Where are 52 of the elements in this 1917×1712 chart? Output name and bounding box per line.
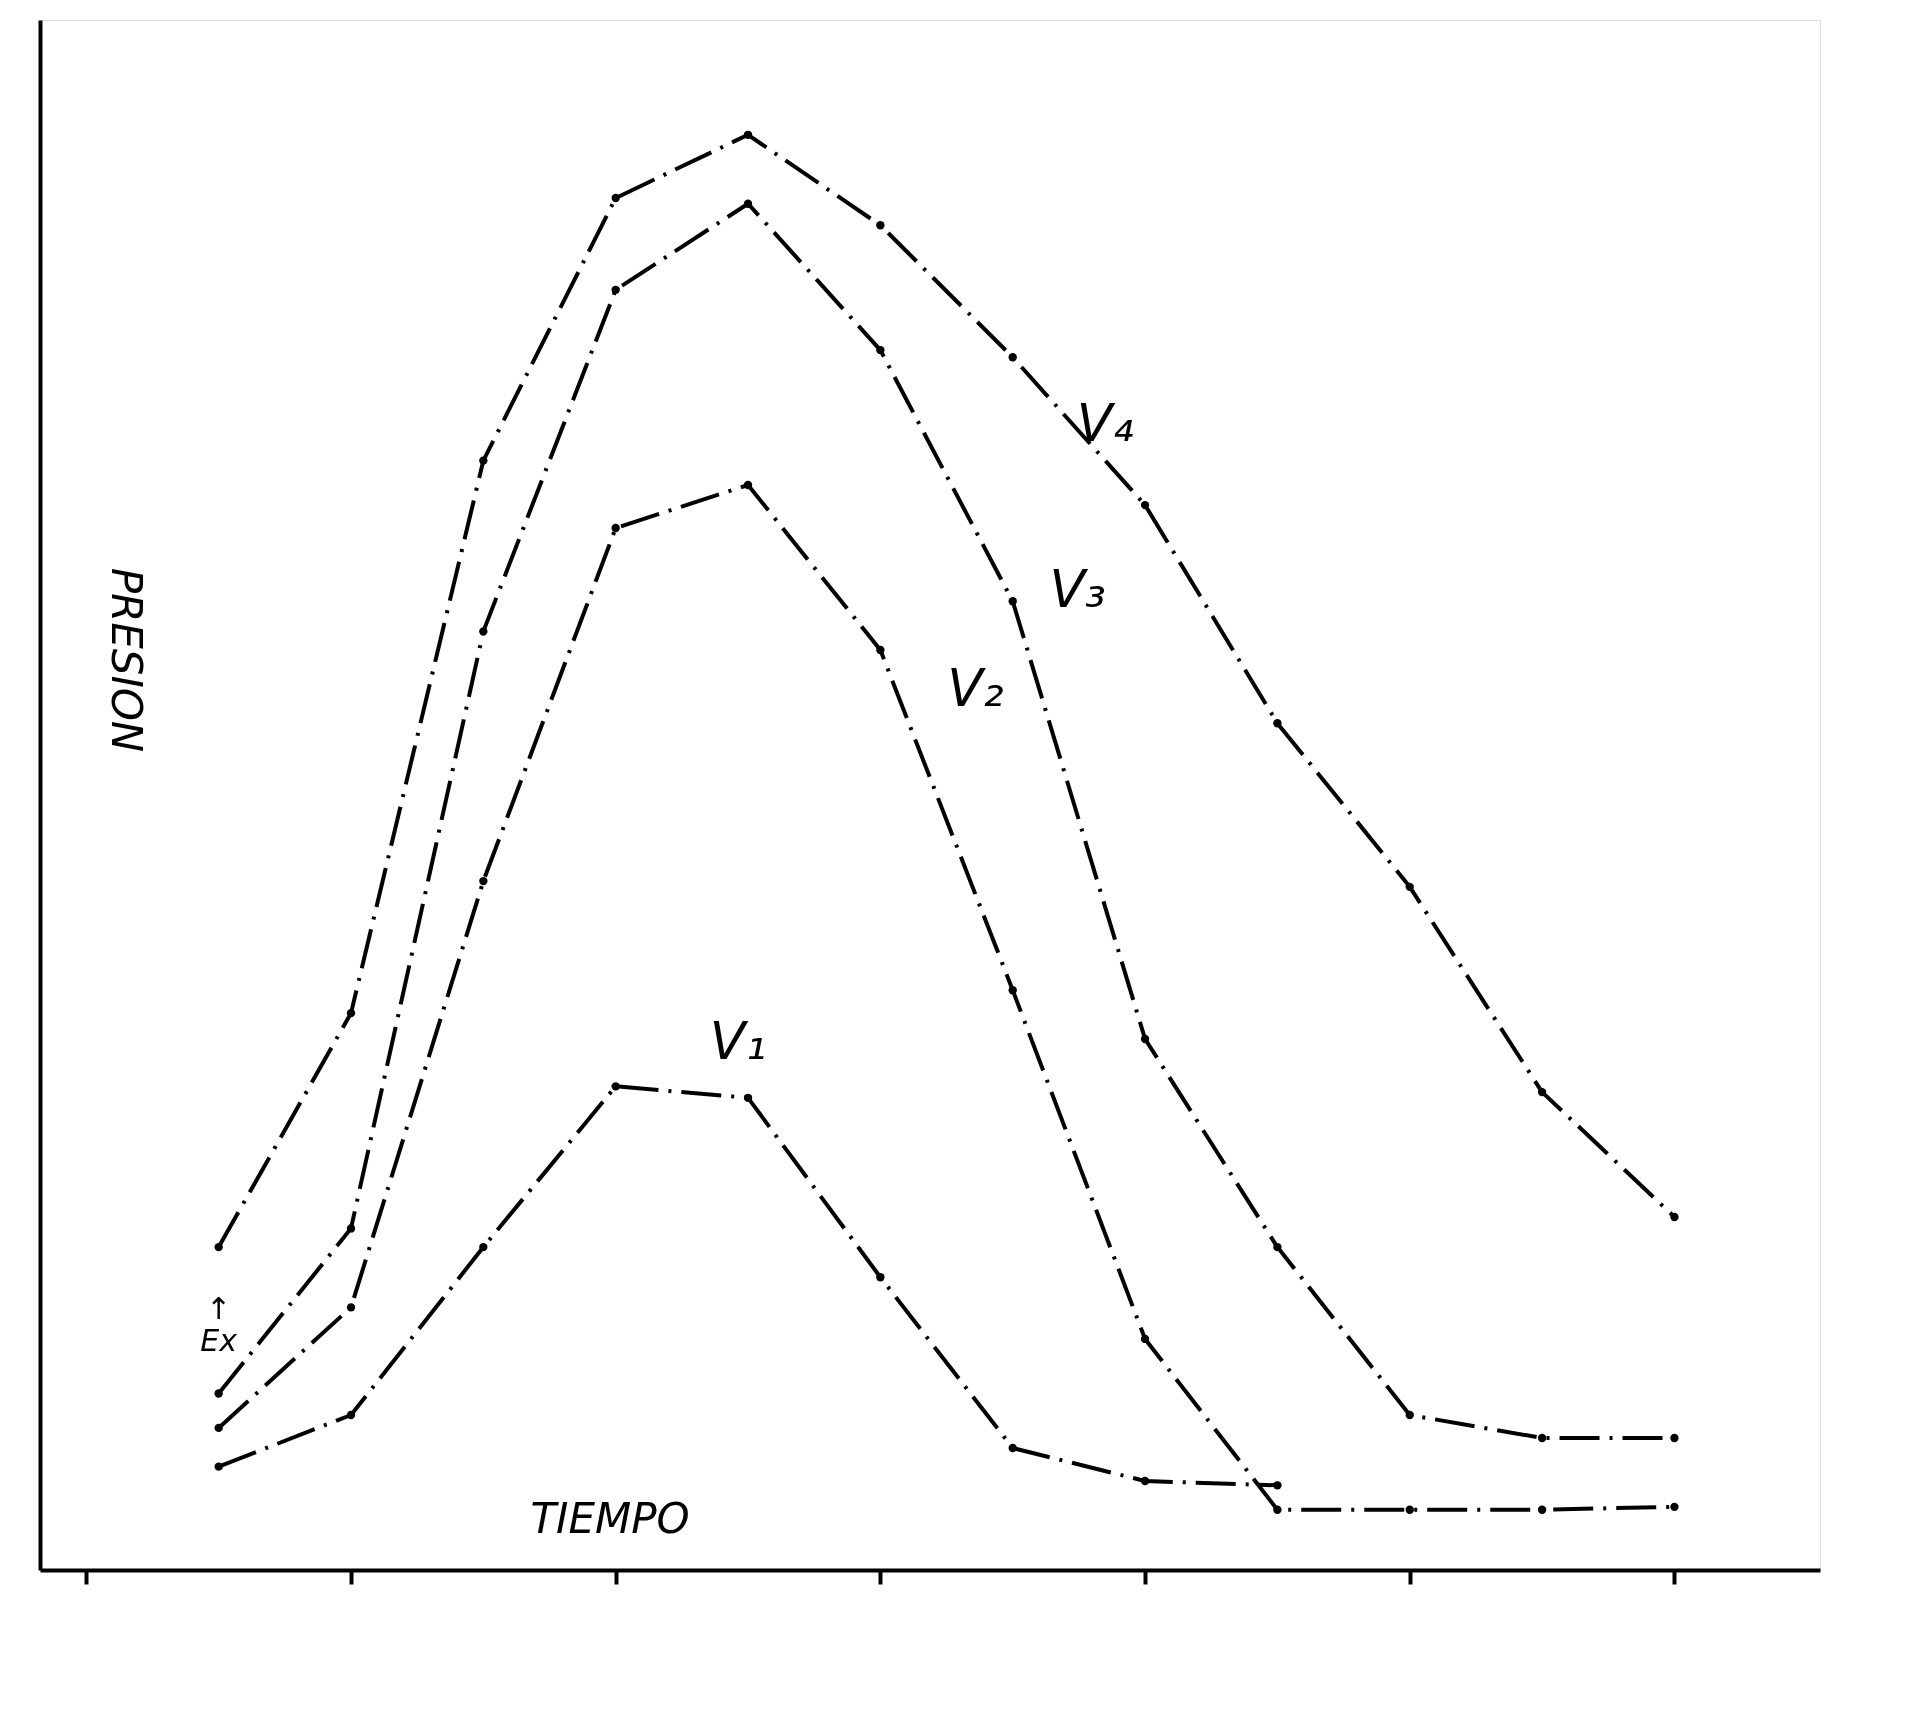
point — [1405, 882, 1414, 892]
series-label: V₄ — [1076, 393, 1134, 454]
x-axis-title: TIEMPO — [530, 1494, 690, 1543]
point — [1008, 986, 1017, 995]
point — [1273, 1242, 1282, 1252]
point — [1537, 1505, 1547, 1514]
point — [1670, 1212, 1679, 1222]
point — [214, 1242, 223, 1252]
point — [1008, 597, 1017, 606]
series-label: V₂ — [947, 658, 1004, 719]
point — [1273, 719, 1282, 728]
point — [346, 1410, 356, 1420]
point — [876, 1273, 885, 1282]
point — [479, 876, 488, 886]
point — [1405, 1410, 1414, 1420]
point — [1537, 1087, 1547, 1097]
point — [611, 1082, 620, 1091]
point — [611, 285, 620, 294]
point — [214, 1462, 223, 1471]
point — [876, 221, 885, 230]
point — [479, 627, 488, 636]
point — [1537, 1433, 1547, 1443]
series-label: V₁ — [709, 1010, 767, 1071]
point — [479, 1242, 488, 1252]
point — [611, 523, 620, 533]
annotation: ↑ Ex — [200, 1291, 238, 1358]
point — [214, 1423, 223, 1433]
point — [1140, 1334, 1150, 1344]
point — [1008, 1443, 1017, 1453]
point — [876, 345, 885, 355]
point — [1140, 500, 1150, 510]
point — [1140, 1476, 1150, 1486]
point — [1008, 353, 1017, 362]
point — [346, 1224, 356, 1233]
point — [1670, 1502, 1679, 1512]
point — [743, 130, 753, 139]
point — [743, 480, 753, 490]
point — [611, 193, 620, 203]
y-axis-title: PRESION — [102, 567, 151, 753]
point — [1140, 1034, 1150, 1044]
point — [743, 199, 753, 208]
point — [479, 456, 488, 465]
point — [743, 1093, 753, 1102]
point — [346, 1303, 356, 1312]
point — [214, 1389, 223, 1398]
point — [1405, 1505, 1414, 1514]
point — [1273, 1505, 1282, 1514]
point — [1273, 1481, 1282, 1490]
point — [876, 645, 885, 655]
point — [1670, 1433, 1679, 1443]
series-label: V₃ — [1049, 559, 1106, 620]
point — [346, 1008, 356, 1018]
